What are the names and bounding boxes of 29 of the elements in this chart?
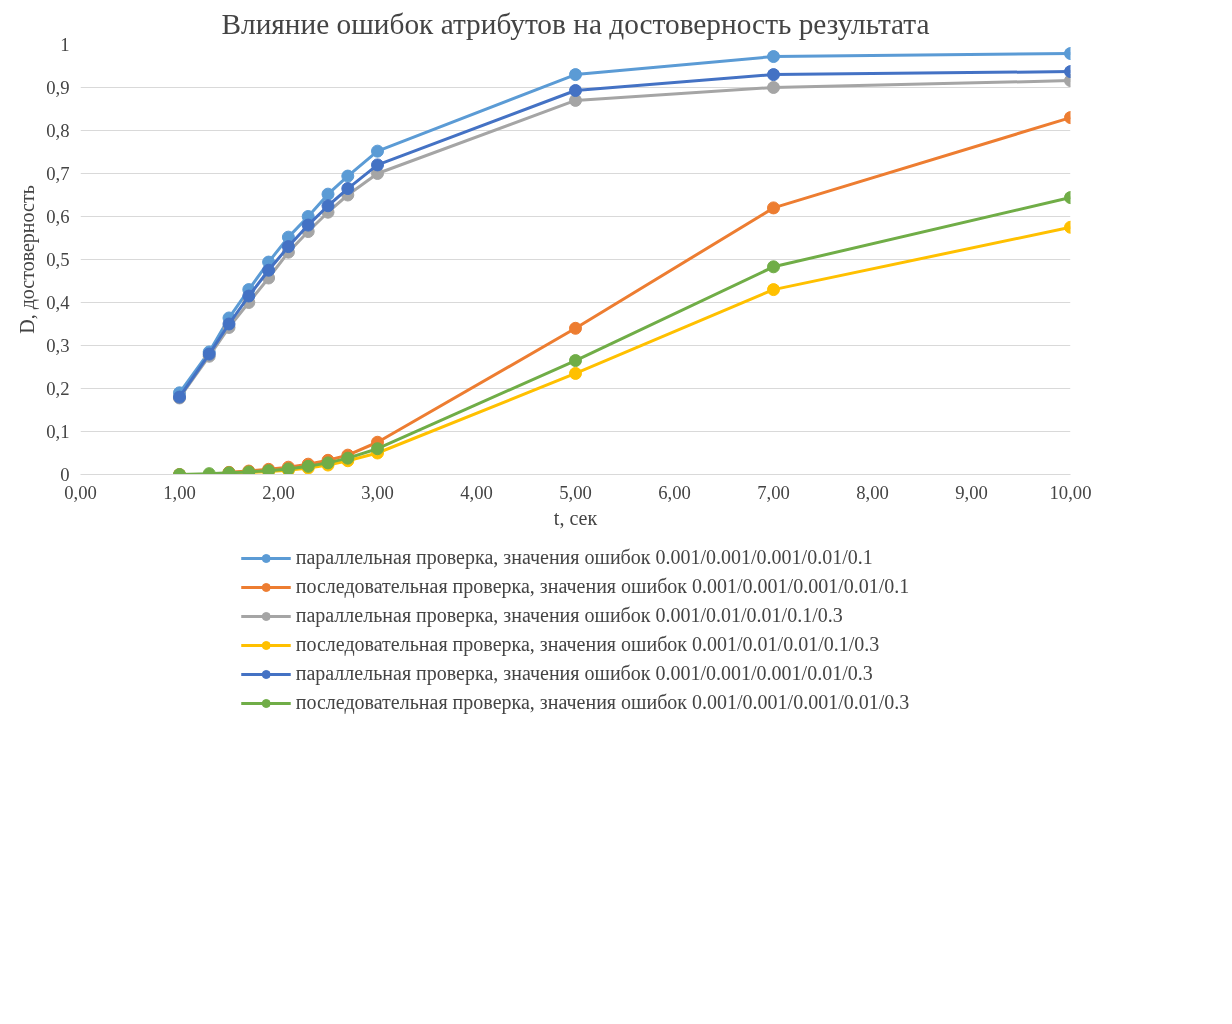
y-tick-label: 0,8 (46, 120, 70, 141)
y-tick-label: 0,1 (46, 421, 70, 442)
y-tick-label: 0,3 (46, 335, 70, 356)
y-tick-label: 0,2 (46, 378, 70, 399)
y-tick-label: 0,6 (46, 206, 70, 227)
y-tick-label: 0,9 (46, 77, 70, 98)
x-tick-label: 6,00 (658, 481, 691, 503)
legend-label: параллельная проверка, значения ошибок 0.001/0.01/0.01/0.1/0.3 (295, 604, 843, 627)
y-tick-label: 0,7 (46, 163, 70, 184)
x-tick-label: 9,00 (955, 481, 988, 503)
y-tick-label: 0,5 (46, 249, 70, 270)
legend-label: последовательная проверка, значения ошибок 0.001/0.01/0.01/0.1/0.3 (295, 633, 880, 656)
legend-label: последовательная проверка, значения ошибок 0.001/0.001/0.001/0.01/0.3 (295, 691, 910, 714)
y-axis-title: D, достоверность (16, 185, 40, 334)
y-tick-label: 0,4 (46, 292, 71, 313)
legend-label: параллельная проверка, значения ошибок 0.001/0.001/0.001/0.01/0.1 (295, 546, 873, 569)
y-tick-label: 1 (60, 34, 70, 55)
x-axis-title: t, сек (553, 506, 598, 529)
x-tick-label: 8,00 (856, 481, 889, 503)
x-tick-label: 7,00 (757, 481, 790, 503)
x-tick-label: 5,00 (559, 481, 592, 503)
x-tick-label: 1,00 (163, 481, 196, 503)
x-tick-label: 10,00 (1049, 481, 1092, 503)
x-tick-label: 4,00 (460, 481, 493, 503)
chart-title: Влияние ошибок атрибутов на достоверность результата (221, 7, 930, 40)
x-tick-label: 2,00 (262, 481, 295, 503)
legend-label: последовательная проверка, значения ошибок 0.001/0.001/0.001/0.01/0.1 (295, 575, 910, 598)
legend-label: параллельная проверка, значения ошибок 0.001/0.001/0.001/0.01/0.3 (295, 662, 873, 685)
x-tick-label: 3,00 (361, 481, 394, 503)
